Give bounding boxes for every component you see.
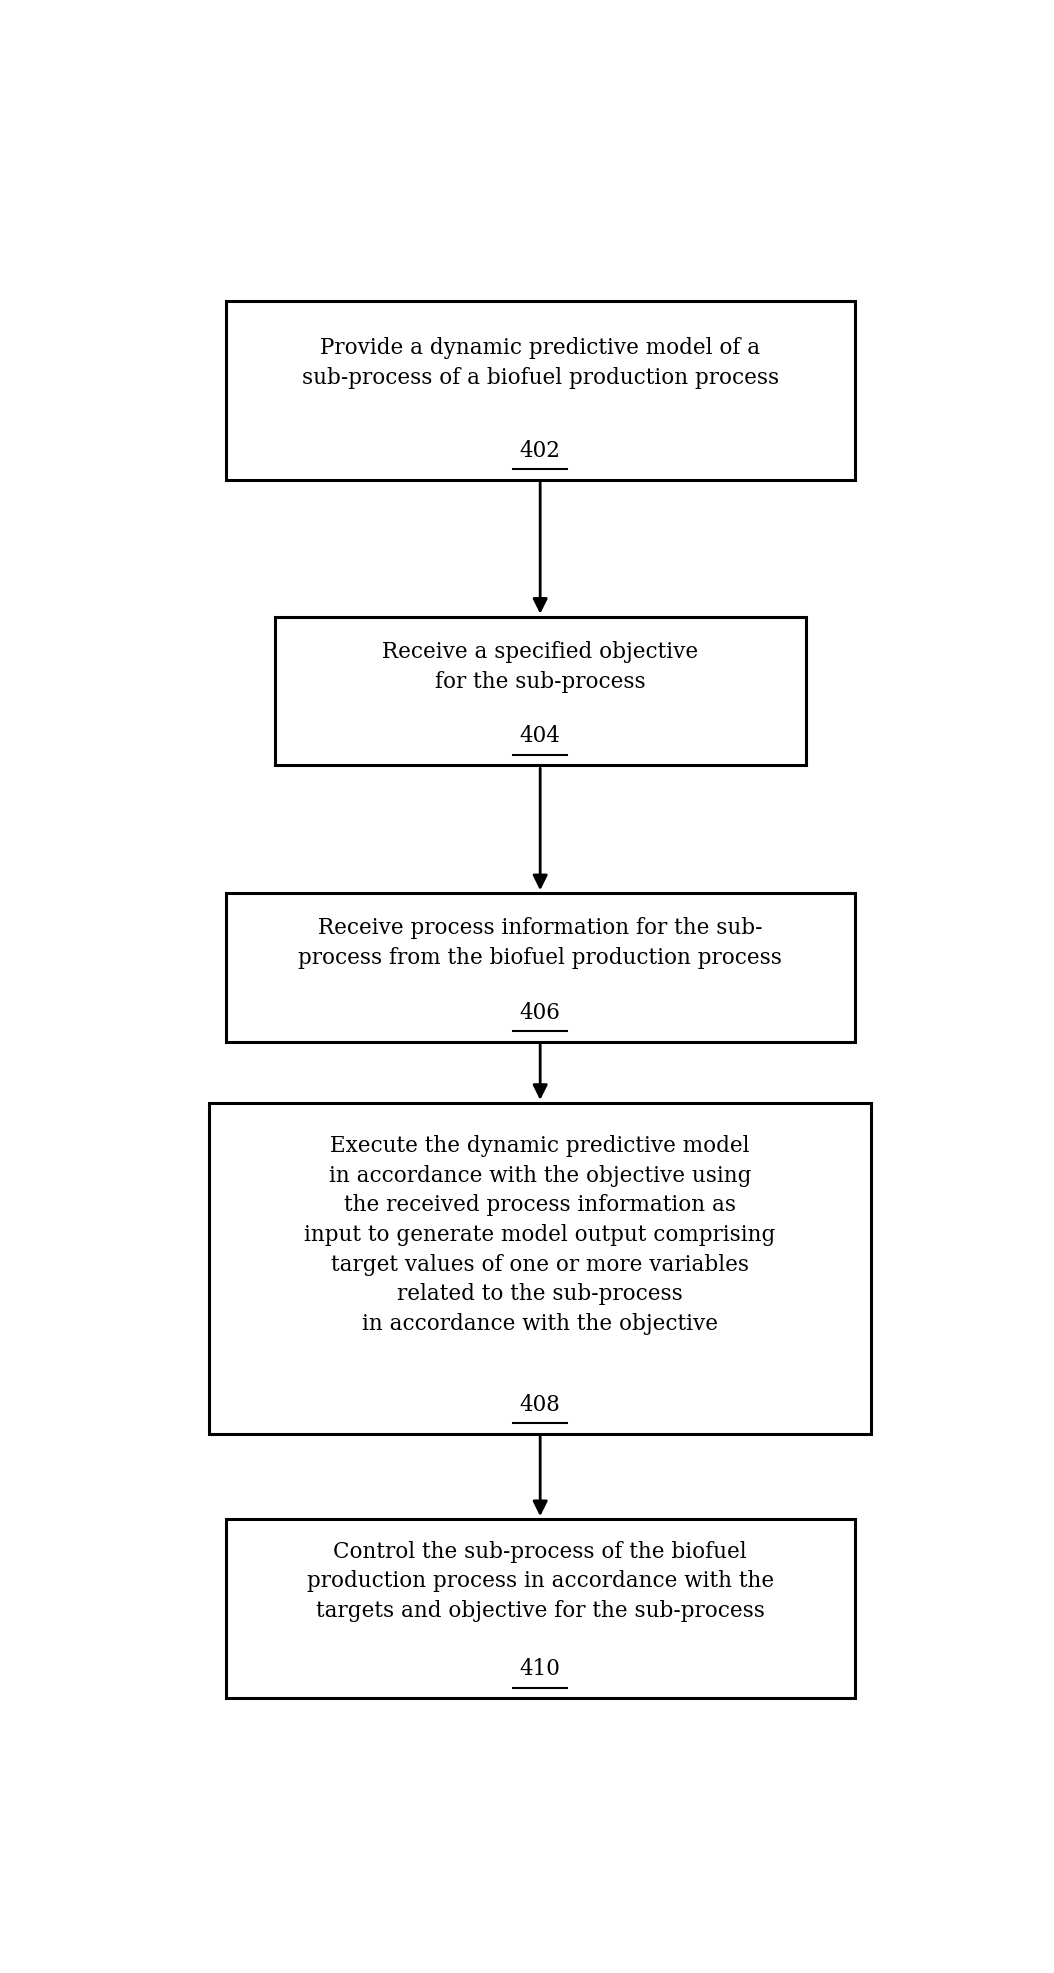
Text: 410: 410 (520, 1657, 561, 1681)
Text: 404: 404 (520, 726, 561, 748)
FancyBboxPatch shape (226, 1519, 855, 1699)
FancyBboxPatch shape (226, 894, 855, 1042)
FancyBboxPatch shape (226, 300, 855, 479)
Text: Receive process information for the sub-
process from the biofuel production pro: Receive process information for the sub-… (298, 917, 782, 969)
Text: 406: 406 (520, 1002, 561, 1024)
FancyBboxPatch shape (210, 1103, 871, 1434)
Text: 402: 402 (520, 440, 561, 462)
Text: 408: 408 (520, 1393, 561, 1417)
Text: Provide a dynamic predictive model of a
sub-process of a biofuel production proc: Provide a dynamic predictive model of a … (301, 337, 779, 389)
Text: Control the sub-process of the biofuel
production process in accordance with the: Control the sub-process of the biofuel p… (307, 1541, 774, 1622)
FancyBboxPatch shape (275, 616, 805, 766)
Text: Execute the dynamic predictive model
in accordance with the objective using
the : Execute the dynamic predictive model in … (305, 1134, 776, 1336)
Text: Receive a specified objective
for the sub-process: Receive a specified objective for the su… (383, 641, 698, 693)
